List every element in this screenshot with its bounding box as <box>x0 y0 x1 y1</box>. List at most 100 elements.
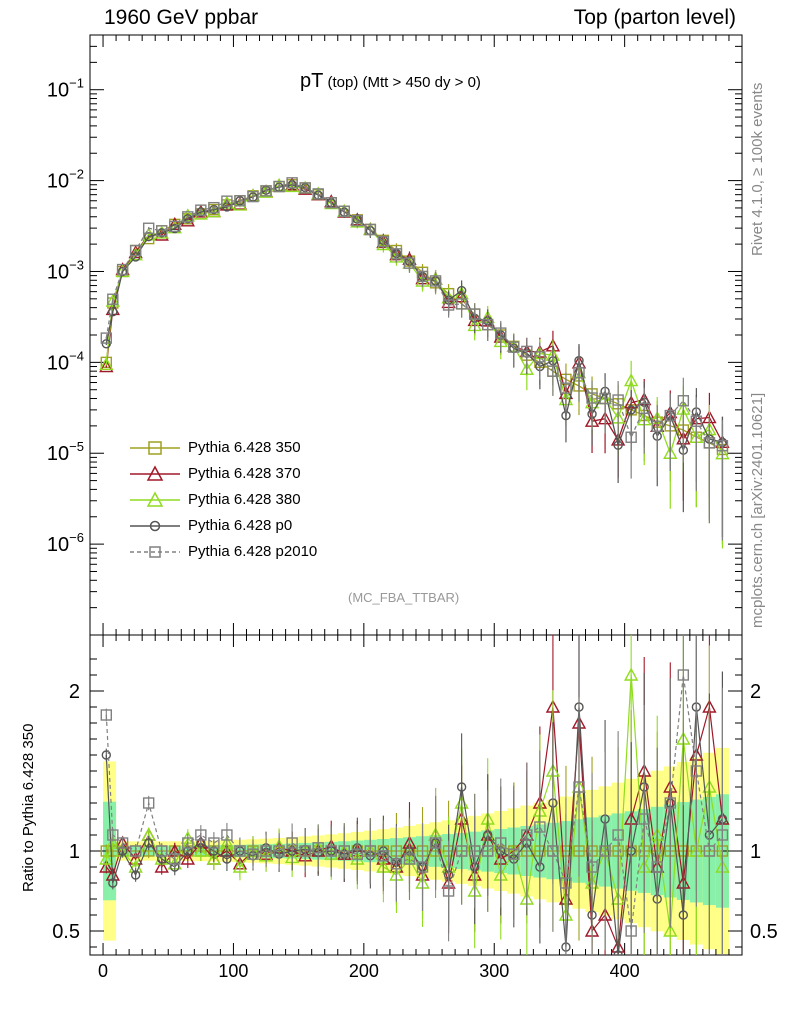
point-p2010 <box>129 244 142 257</box>
point-p2010 <box>495 327 507 339</box>
point-p2010 <box>234 195 246 207</box>
point-p2010 <box>208 201 220 214</box>
legend-label-p0: Pythia 6.428 p0 <box>188 517 293 534</box>
legend-label-370: Pythia 6.428 370 <box>188 465 301 482</box>
ratio-point-p2010 <box>116 837 129 849</box>
point-p2010 <box>677 395 690 407</box>
point-p2010 <box>664 409 676 422</box>
point-p2010 <box>429 275 442 287</box>
point-p2010 <box>182 211 194 223</box>
main-y-tick-label: 10−2 <box>47 167 84 193</box>
ratio-point-370 <box>99 859 114 873</box>
main-series-group <box>99 177 730 549</box>
ratio-point-p2010 <box>351 848 364 860</box>
point-380 <box>623 373 639 387</box>
ratio-y-tick-label: 1 <box>69 841 80 863</box>
point-p2010 <box>142 222 155 234</box>
x-tick-label: 100 <box>218 961 248 981</box>
point-p2010 <box>100 332 113 344</box>
ratio-point-p2010 <box>195 829 207 841</box>
ratio-point-p2010 <box>234 845 246 857</box>
point-p2010 <box>599 392 611 405</box>
point-p2010 <box>390 248 403 260</box>
tick-exponent: −6 <box>69 530 84 545</box>
tick-base: 10 <box>47 80 69 102</box>
tick-exponent: −3 <box>69 257 84 272</box>
ratio-point-p2010 <box>716 829 729 841</box>
point-380 <box>519 361 535 375</box>
title-var: (top) <box>323 74 359 91</box>
tick-exponent: −5 <box>69 439 84 454</box>
ratio-point-p2010 <box>390 858 403 870</box>
ratio-point-p2010 <box>325 845 337 857</box>
ratio-point-p2010 <box>364 845 377 857</box>
tick-base: 10 <box>47 261 69 283</box>
legend-label-350: Pythia 6.428 350 <box>188 439 301 456</box>
ratio-point-p2010 <box>547 845 559 857</box>
point-p2010 <box>573 366 585 379</box>
point-380 <box>324 196 339 210</box>
ratio-point-p2010 <box>442 885 455 897</box>
point-p2010 <box>325 197 337 209</box>
legend-symbol-p0 <box>130 520 180 532</box>
point-380 <box>115 264 130 278</box>
ratio-point-p0 <box>678 910 689 920</box>
ratio-point-p2010 <box>182 837 194 849</box>
ratio-point-p2010 <box>455 845 468 857</box>
point-p0 <box>235 196 245 206</box>
rivet-version-label: Rivet 4.1.0, ≥ 100k events <box>749 82 766 256</box>
ratio-point-380 <box>193 843 209 857</box>
ratio-point-p0 <box>143 838 154 848</box>
ratio-point-p2010 <box>299 845 311 857</box>
point-p2010 <box>299 182 311 194</box>
tick-base: 10 <box>47 534 69 556</box>
ratio-series-group <box>99 635 730 955</box>
ratio-point-p2010 <box>129 845 142 857</box>
x-tick-label: 400 <box>610 961 640 981</box>
ratio-point-p2010 <box>599 845 611 857</box>
point-p2010 <box>521 345 533 358</box>
point-p2010 <box>625 431 637 443</box>
point-p2010 <box>364 223 377 236</box>
ratio-point-p2010 <box>156 845 168 857</box>
point-p2010 <box>455 298 468 310</box>
ratio-point-p2010 <box>429 837 442 849</box>
ratio-point-p2010 <box>573 781 585 793</box>
point-p0 <box>101 339 112 349</box>
ratio-point-p2010 <box>508 848 520 860</box>
legend-symbol-p2010 <box>130 546 180 558</box>
ratio-point-p0 <box>613 950 623 955</box>
point-p0 <box>157 228 167 238</box>
point-p2010 <box>286 177 298 189</box>
point-p2010 <box>651 420 663 432</box>
title-cut: (Mtt > 450 dy > 0) <box>358 74 481 91</box>
ratio-point-380 <box>623 667 639 681</box>
point-p0 <box>209 204 219 215</box>
legend-symbol-370 <box>130 465 180 481</box>
ratio-point-380 <box>206 851 222 865</box>
plot-title: pT (top) (Mtt > 450 dy > 0) <box>300 70 481 93</box>
ratio-point-380 <box>105 835 120 849</box>
x-tick-label: 200 <box>349 961 379 981</box>
legend-symbol-380 <box>130 491 180 507</box>
ratio-point-p0 <box>222 854 232 864</box>
ratio-point-p0 <box>101 750 112 760</box>
legend-symbol-350 <box>130 441 180 455</box>
point-p2010 <box>508 341 520 353</box>
ratio-point-p0 <box>130 870 141 880</box>
point-p2010 <box>338 205 350 217</box>
point-p2010 <box>169 220 181 233</box>
ratio-point-p2010 <box>664 797 676 809</box>
point-p2010 <box>273 180 285 193</box>
ratio-point-p2010 <box>625 925 637 937</box>
tick-base: 10 <box>47 443 69 465</box>
ratio-point-p2010 <box>690 765 703 777</box>
point-p2010 <box>547 365 559 377</box>
point-p0 <box>626 405 636 415</box>
series-line-370 <box>105 184 723 443</box>
ratio-point-p2010 <box>107 829 119 841</box>
point-p2010 <box>468 308 481 320</box>
point-380 <box>99 356 114 371</box>
ratio-point-p2010 <box>377 850 390 862</box>
ratio-point-380 <box>99 851 114 865</box>
